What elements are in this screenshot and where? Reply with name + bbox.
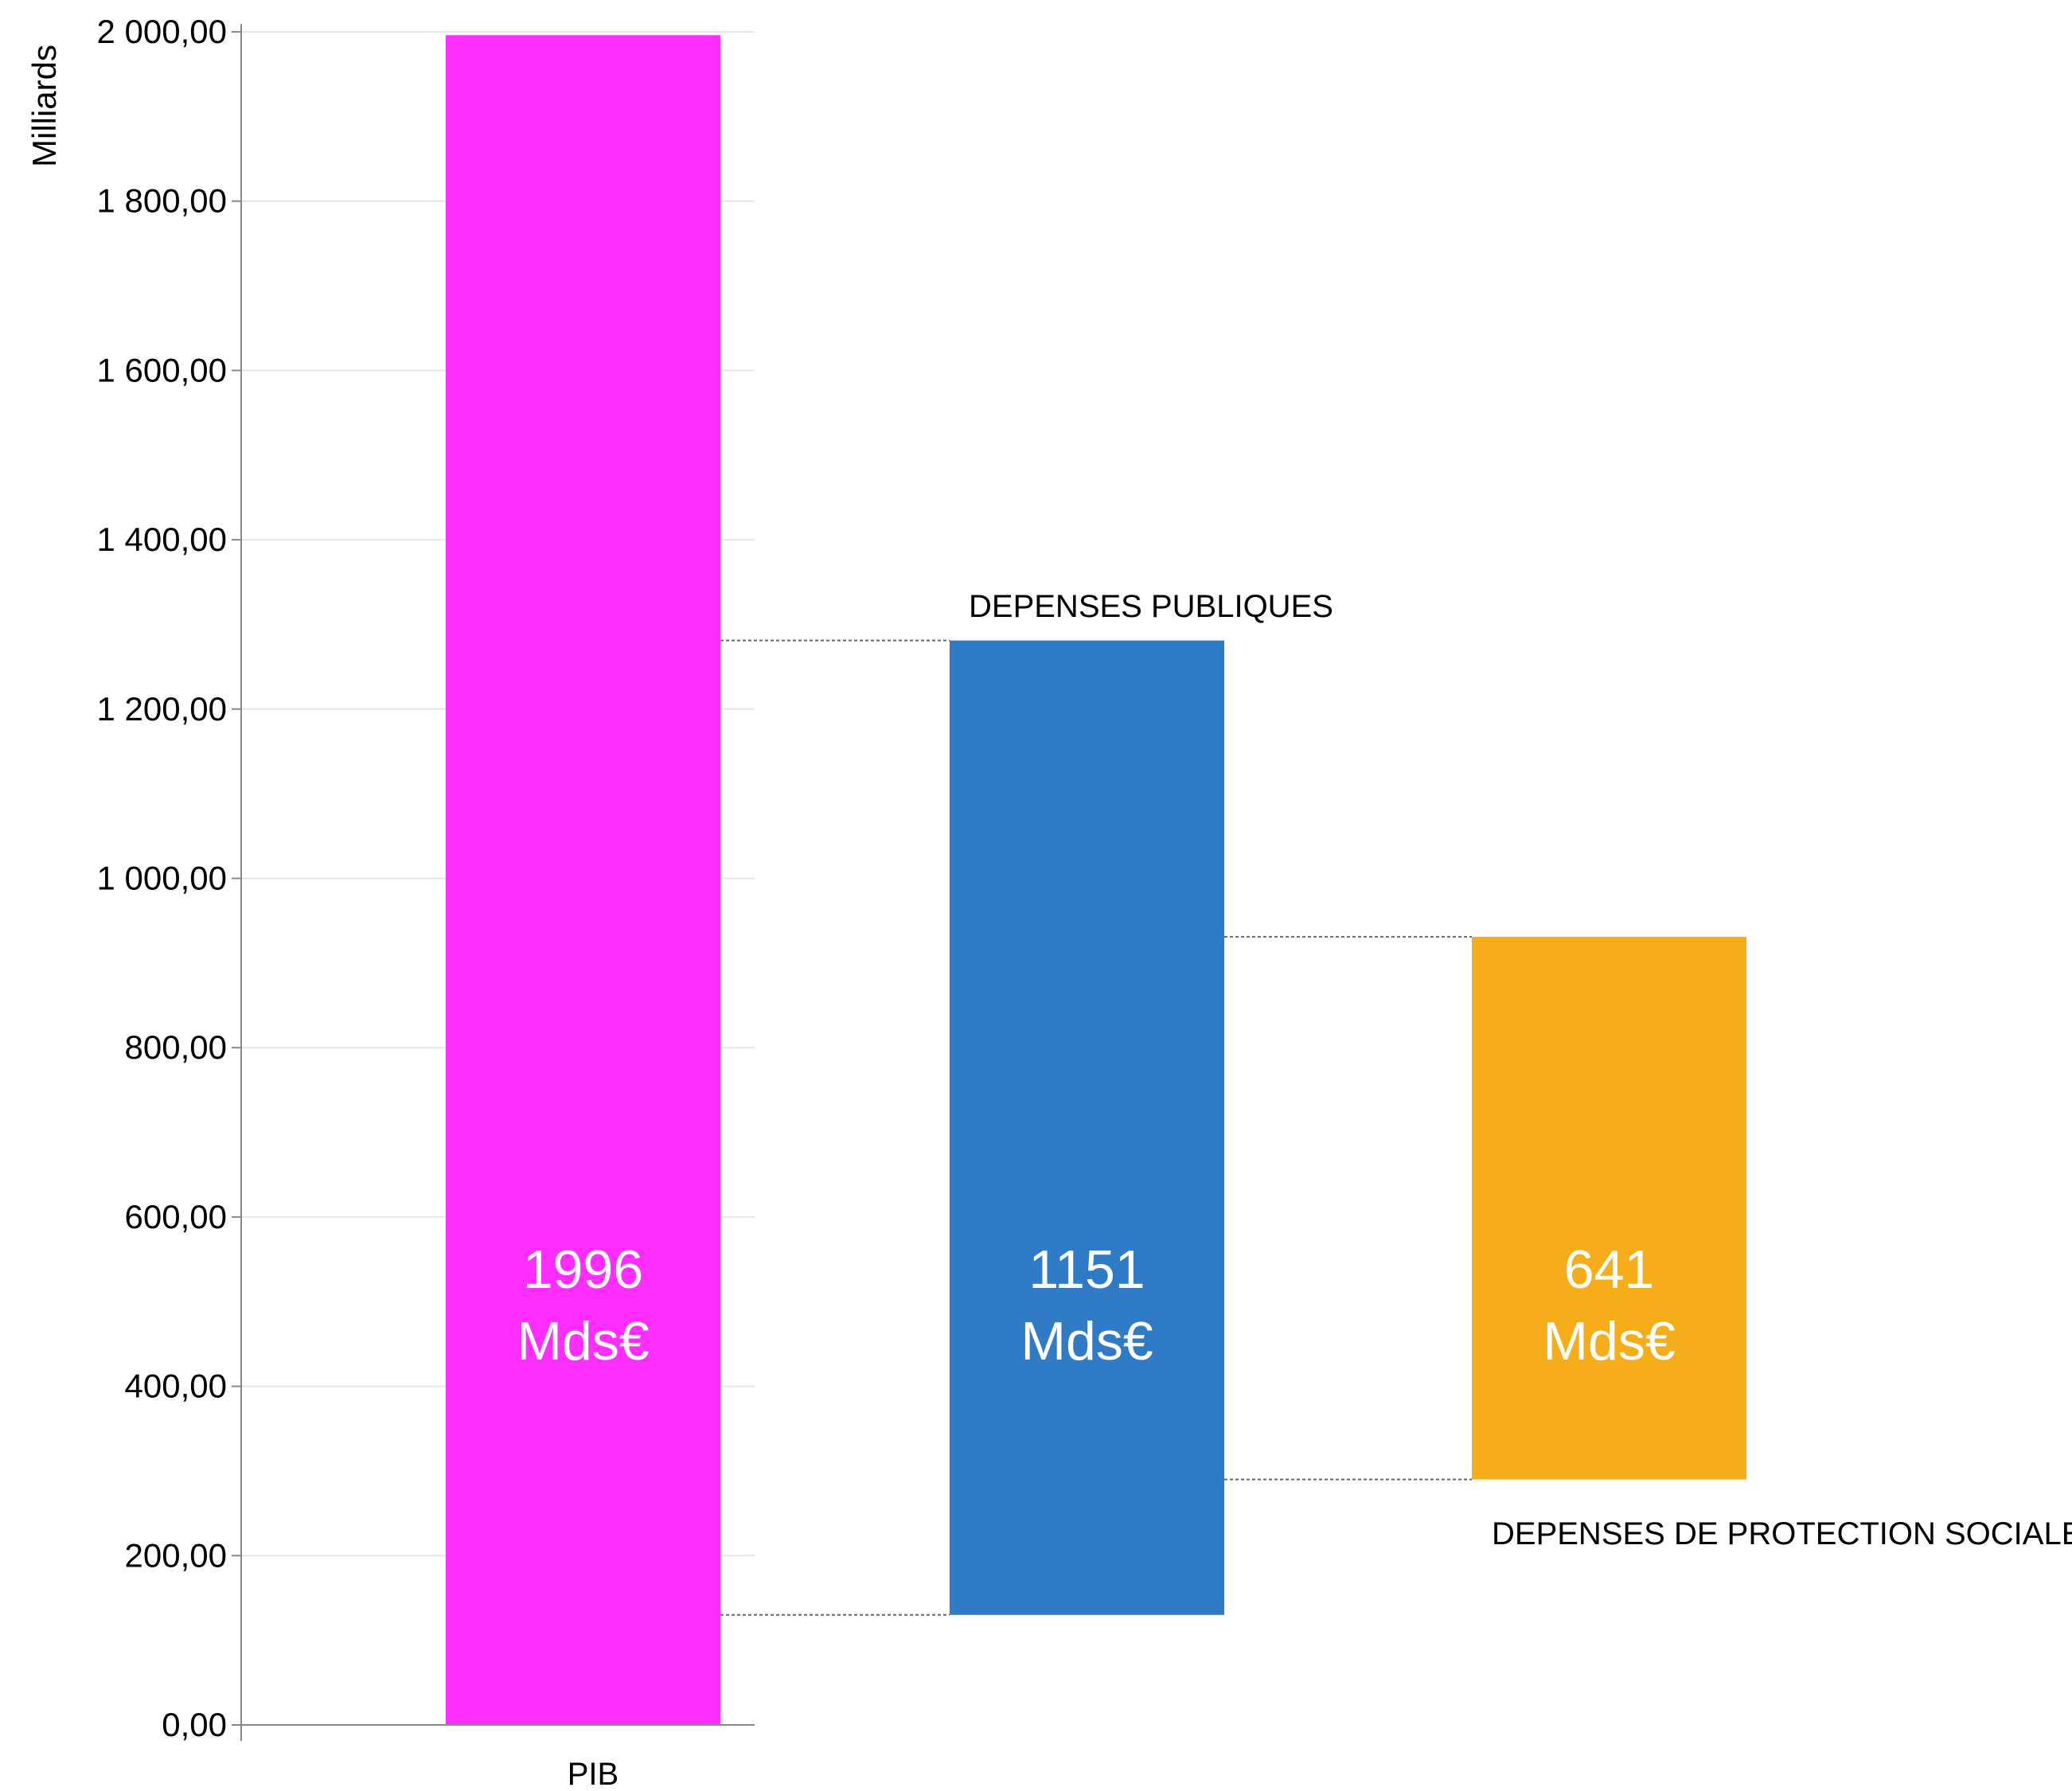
bar-unit-label: Mds€	[1020, 1311, 1153, 1372]
labels: 1996 Mds€ PIB 1151 Mds€ DEPENSES PUBLIQUES 641…	[517, 589, 2072, 1791]
y-tick-label: 1 600,00	[97, 351, 228, 388]
y-tick-label: 1 200,00	[97, 690, 228, 728]
category-label: PIB	[568, 1757, 618, 1791]
bar-value-label: 1151	[1028, 1239, 1145, 1300]
y-tick-label: 800,00	[125, 1028, 227, 1066]
bar-2	[950, 640, 1224, 1615]
y-tick-label: 200,00	[125, 1536, 227, 1574]
bar-unit-label: Mds€	[1543, 1311, 1675, 1372]
bar-3	[1472, 936, 1746, 1480]
y-axis-title: Milliards	[25, 45, 63, 167]
y-tick-label: 0,00	[162, 1706, 227, 1743]
y-tick-label: 600,00	[125, 1198, 227, 1235]
category-label: DEPENSES PUBLIQUES	[969, 589, 1333, 624]
bar-value-label: 1996	[523, 1239, 643, 1300]
bar-value-label: 641	[1564, 1239, 1654, 1300]
y-tick-label: 400,00	[125, 1368, 227, 1405]
y-tick-label: 1 400,00	[97, 521, 228, 558]
bars	[446, 35, 1746, 1726]
bar-1	[446, 35, 720, 1726]
y-tick-label: 2 000,00	[97, 13, 228, 50]
connector-lines	[720, 639, 1472, 1616]
y-axis: 0,00 200,00 400,00 600,00 800,00 1 000,00 1 20…	[97, 13, 755, 1743]
y-tick-label: 1 800,00	[97, 182, 228, 220]
y-tick-label: 1 000,00	[97, 860, 228, 897]
category-label: DEPENSES DE PROTECTION SOCIALE	[1492, 1516, 2072, 1551]
bar-unit-label: Mds€	[517, 1311, 649, 1372]
